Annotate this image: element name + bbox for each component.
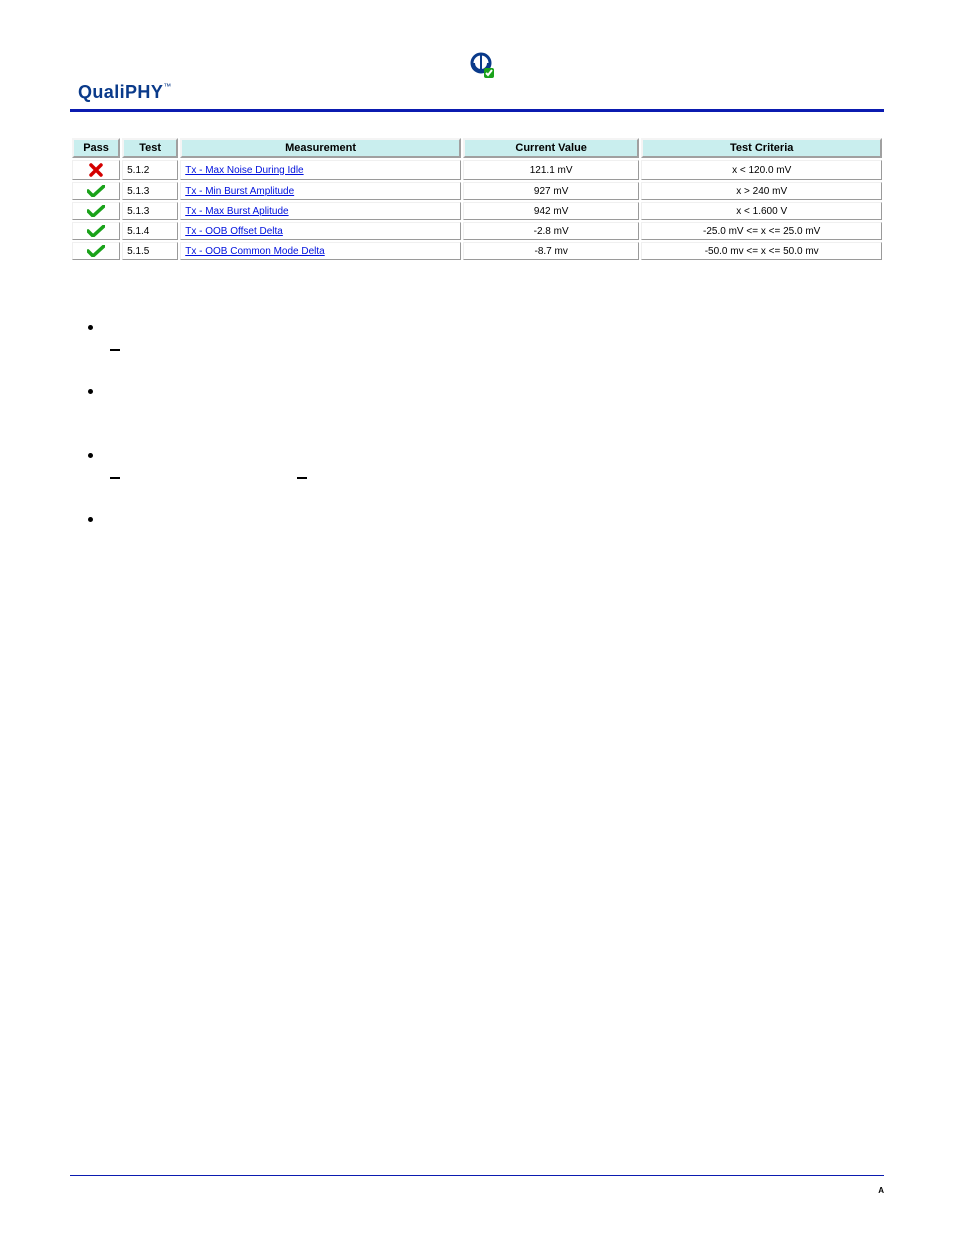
pass-status-cell (72, 202, 120, 220)
measurement-link[interactable]: Tx - Max Burst Aplitude (185, 206, 288, 217)
pass-status-cell (72, 182, 120, 200)
measurement-link[interactable]: Tx - Min Burst Amplitude (185, 186, 294, 197)
measurement-link[interactable]: Tx - OOB Offset Delta (185, 226, 283, 237)
measurement-link[interactable]: Tx - Max Noise During Idle (185, 165, 303, 176)
results-table: Pass Test Measurement Current Value Test… (70, 136, 884, 262)
col-header-pass: Pass (72, 138, 120, 158)
measurement-cell: Tx - Max Noise During Idle (180, 160, 461, 180)
dash-icon (297, 477, 307, 479)
list-item (110, 450, 884, 484)
table-row: 5.1.3 Tx - Min Burst Amplitude 927 mVx > 2… (72, 182, 882, 200)
table-header-row: Pass Test Measurement Current Value Test… (72, 138, 882, 158)
measurement-link[interactable]: Tx - OOB Common Mode Delta (185, 246, 324, 257)
list-item (110, 514, 884, 548)
col-header-measurement: Measurement (180, 138, 461, 158)
criteria-cell: x < 1.600 V (641, 202, 882, 220)
measurement-cell: Tx - OOB Common Mode Delta (180, 242, 461, 260)
current-value-cell: -8.7 mv (463, 242, 639, 260)
current-value-cell: 121.1 mV (463, 160, 639, 180)
brand-tm: ™ (163, 82, 171, 91)
test-id-cell: 5.1.3 (122, 202, 178, 220)
footer-marker: A (70, 1186, 884, 1195)
notes-list (70, 322, 884, 548)
header-rule (70, 109, 884, 112)
table-row: 5.1.4 Tx - OOB Offset Delta -2.8 mV-25.0 m… (72, 222, 882, 240)
table-row: 5.1.3 Tx - Max Burst Aplitude 942 mVx < 1.… (72, 202, 882, 220)
list-item (110, 386, 884, 420)
measurement-cell: Tx - Min Burst Amplitude (180, 182, 461, 200)
measurement-cell: Tx - OOB Offset Delta (180, 222, 461, 240)
brand-logo: QualiPHY™ (78, 50, 884, 103)
criteria-cell: -50.0 mv <= x <= 50.0 mv (641, 242, 882, 260)
test-id-cell: 5.1.4 (122, 222, 178, 240)
page-footer: A (70, 1175, 884, 1195)
current-value-cell: 927 mV (463, 182, 639, 200)
test-id-cell: 5.1.3 (122, 182, 178, 200)
dash-icon (110, 349, 120, 351)
pass-status-cell (72, 222, 120, 240)
col-header-test-criteria: Test Criteria (641, 138, 882, 158)
test-id-cell: 5.1.2 (122, 160, 178, 180)
brand-name: QualiPHY (78, 82, 163, 102)
criteria-cell: x < 120.0 mV (641, 160, 882, 180)
dash-icon (110, 477, 120, 479)
pass-status-cell (72, 242, 120, 260)
criteria-cell: x > 240 mV (641, 182, 882, 200)
current-value-cell: -2.8 mV (463, 222, 639, 240)
footer-rule (70, 1175, 884, 1176)
measurement-cell: Tx - Max Burst Aplitude (180, 202, 461, 220)
table-row: 5.1.5 Tx - OOB Common Mode Delta -8.7 mv-5… (72, 242, 882, 260)
current-value-cell: 942 mV (463, 202, 639, 220)
qualiphy-mark-icon (466, 50, 496, 80)
list-item (110, 322, 884, 356)
col-header-test: Test (122, 138, 178, 158)
col-header-current-value: Current Value (463, 138, 639, 158)
test-id-cell: 5.1.5 (122, 242, 178, 260)
table-row: 5.1.2 Tx - Max Noise During Idle 121.1 mVx… (72, 160, 882, 180)
criteria-cell: -25.0 mV <= x <= 25.0 mV (641, 222, 882, 240)
pass-status-cell (72, 160, 120, 180)
